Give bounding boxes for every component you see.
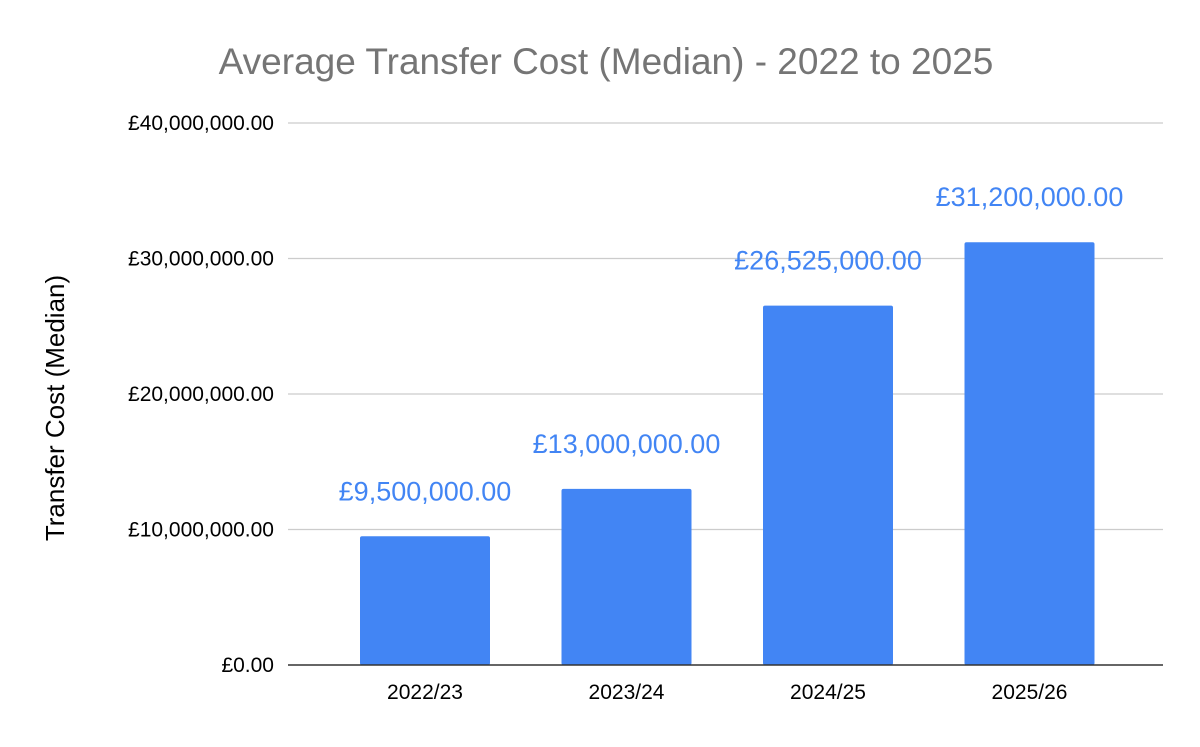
- bar: [360, 536, 490, 665]
- x-axis-ticks: 2022/23 2023/24 2024/25 2025/26: [387, 681, 1067, 704]
- data-label: £31,200,000.00: [936, 182, 1124, 212]
- chart-title: Average Transfer Cost (Median) - 2022 to…: [219, 41, 994, 82]
- data-label: £9,500,000.00: [339, 476, 512, 506]
- y-tick-label: £40,000,000.00: [128, 112, 274, 135]
- bar: [561, 488, 692, 665]
- y-tick-label: £30,000,000.00: [128, 248, 274, 271]
- y-tick-label: £20,000,000.00: [128, 383, 274, 406]
- y-axis-title: Transfer Cost (Median): [40, 275, 70, 541]
- x-tick-label: 2023/24: [589, 681, 665, 704]
- data-labels: £9,500,000.00 £13,000,000.00 £26,525,000.0…: [339, 182, 1124, 506]
- bar: [763, 305, 893, 665]
- x-tick-label: 2024/25: [790, 681, 866, 704]
- y-axis-ticks: £0.00 £10,000,000.00 £20,000,000.00 £30,000…: [128, 112, 274, 677]
- y-tick-label: £0.00: [221, 654, 274, 677]
- data-label: £13,000,000.00: [533, 429, 721, 459]
- x-tick-label: 2025/26: [992, 681, 1068, 704]
- bars: [360, 242, 1095, 666]
- y-tick-label: £10,000,000.00: [128, 519, 274, 542]
- x-tick-label: 2022/23: [387, 681, 463, 704]
- data-label: £26,525,000.00: [734, 246, 922, 276]
- bar: [964, 242, 1095, 666]
